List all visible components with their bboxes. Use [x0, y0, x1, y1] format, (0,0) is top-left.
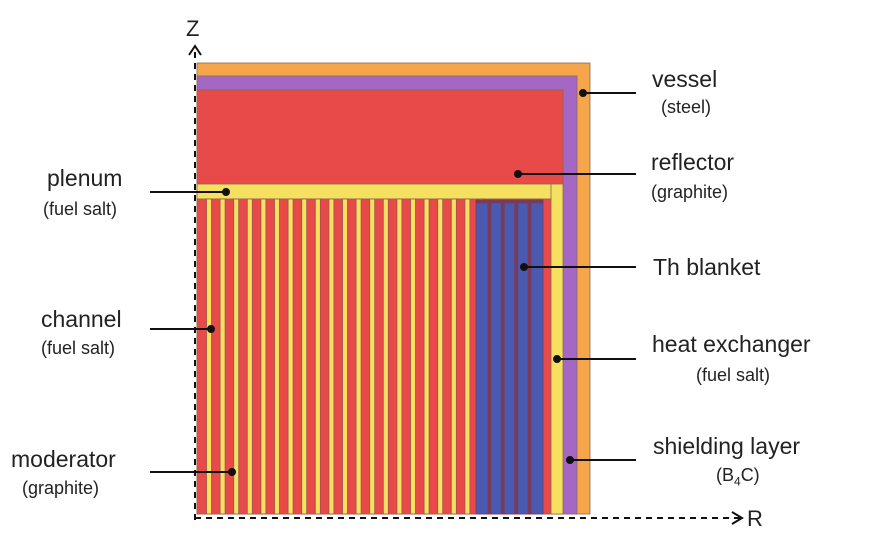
blanket-label: Th blanket: [653, 254, 761, 280]
channel-stripe: [342, 198, 348, 515]
shielding-material-post: C): [740, 465, 760, 485]
shielding-material: (B4C): [716, 465, 760, 489]
channel-material: (fuel salt): [41, 338, 116, 358]
channel-leader-dot: [207, 325, 215, 333]
channel-stripe: [355, 198, 362, 515]
z-axis-arrow-icon: [188, 44, 202, 56]
shielding-material-sub: 4: [734, 474, 741, 489]
channel-stripe: [246, 198, 253, 515]
channel-stripe: [301, 198, 308, 515]
channel-stripe: [274, 198, 280, 515]
blanket-divider: [514, 199, 519, 515]
channel-stripe: [260, 198, 267, 515]
blanket-divider: [500, 199, 505, 515]
channel-stripe: [437, 198, 444, 515]
r-axis-arrow-icon: [731, 511, 744, 525]
shielding-leader-dot: [566, 456, 574, 464]
heat-exchanger-leader-dot: [553, 355, 561, 363]
reflector-label: reflector: [651, 149, 735, 175]
z-axis-label: Z: [186, 16, 200, 41]
heat-exchanger-material: (fuel salt): [696, 365, 771, 385]
plenum-region: [196, 183, 552, 200]
blanket-divider: [527, 199, 532, 515]
channel-stripe: [464, 198, 471, 515]
heat-exchanger-label: heat exchanger: [652, 331, 811, 357]
blanket-leader-dot: [520, 263, 528, 271]
channel-stripe: [233, 198, 240, 515]
r-axis-label: R: [747, 506, 763, 531]
channel-stripe: [219, 198, 226, 515]
channel-stripe: [382, 198, 389, 515]
blanket-region: [475, 199, 544, 515]
channel-stripe: [450, 198, 457, 515]
channel-label: channel: [41, 306, 122, 332]
channel-stripe: [328, 198, 335, 515]
channel-stripe: [287, 198, 294, 515]
moderator-label: moderator: [11, 446, 116, 472]
moderator-leader-dot: [228, 468, 236, 476]
channel-stripe: [369, 198, 376, 515]
shielding-label: shielding layer: [653, 433, 801, 459]
shielding-material-pre: (B: [716, 465, 734, 485]
plenum-leader-dot: [222, 188, 230, 196]
vessel-leader-dot: [579, 89, 587, 97]
reflector-leader-dot: [514, 170, 522, 178]
channel-stripe: [206, 198, 212, 515]
blanket-divider: [487, 199, 492, 515]
vessel-material: (steel): [661, 97, 712, 117]
plenum-label: plenum: [47, 165, 123, 191]
channel-stripe: [396, 198, 403, 515]
vessel-label: vessel: [652, 66, 718, 92]
channel-stripe: [314, 198, 321, 515]
channel-stripe: [410, 198, 416, 515]
reflector-region: [196, 89, 564, 185]
moderator-material: (graphite): [22, 478, 100, 498]
blanket-top-edge: [475, 199, 544, 204]
channel-stripe: [423, 198, 430, 515]
plenum-material: (fuel salt): [43, 199, 118, 219]
reflector-material: (graphite): [651, 182, 729, 202]
